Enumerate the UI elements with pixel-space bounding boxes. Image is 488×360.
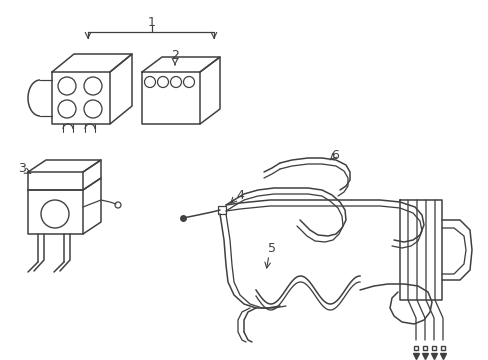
Text: 1: 1 bbox=[148, 15, 156, 28]
Bar bbox=[218, 206, 225, 214]
Text: 3: 3 bbox=[18, 162, 26, 175]
Text: 5: 5 bbox=[267, 242, 275, 255]
Text: 4: 4 bbox=[236, 189, 244, 202]
Text: 2: 2 bbox=[171, 49, 179, 62]
Text: 6: 6 bbox=[330, 149, 338, 162]
